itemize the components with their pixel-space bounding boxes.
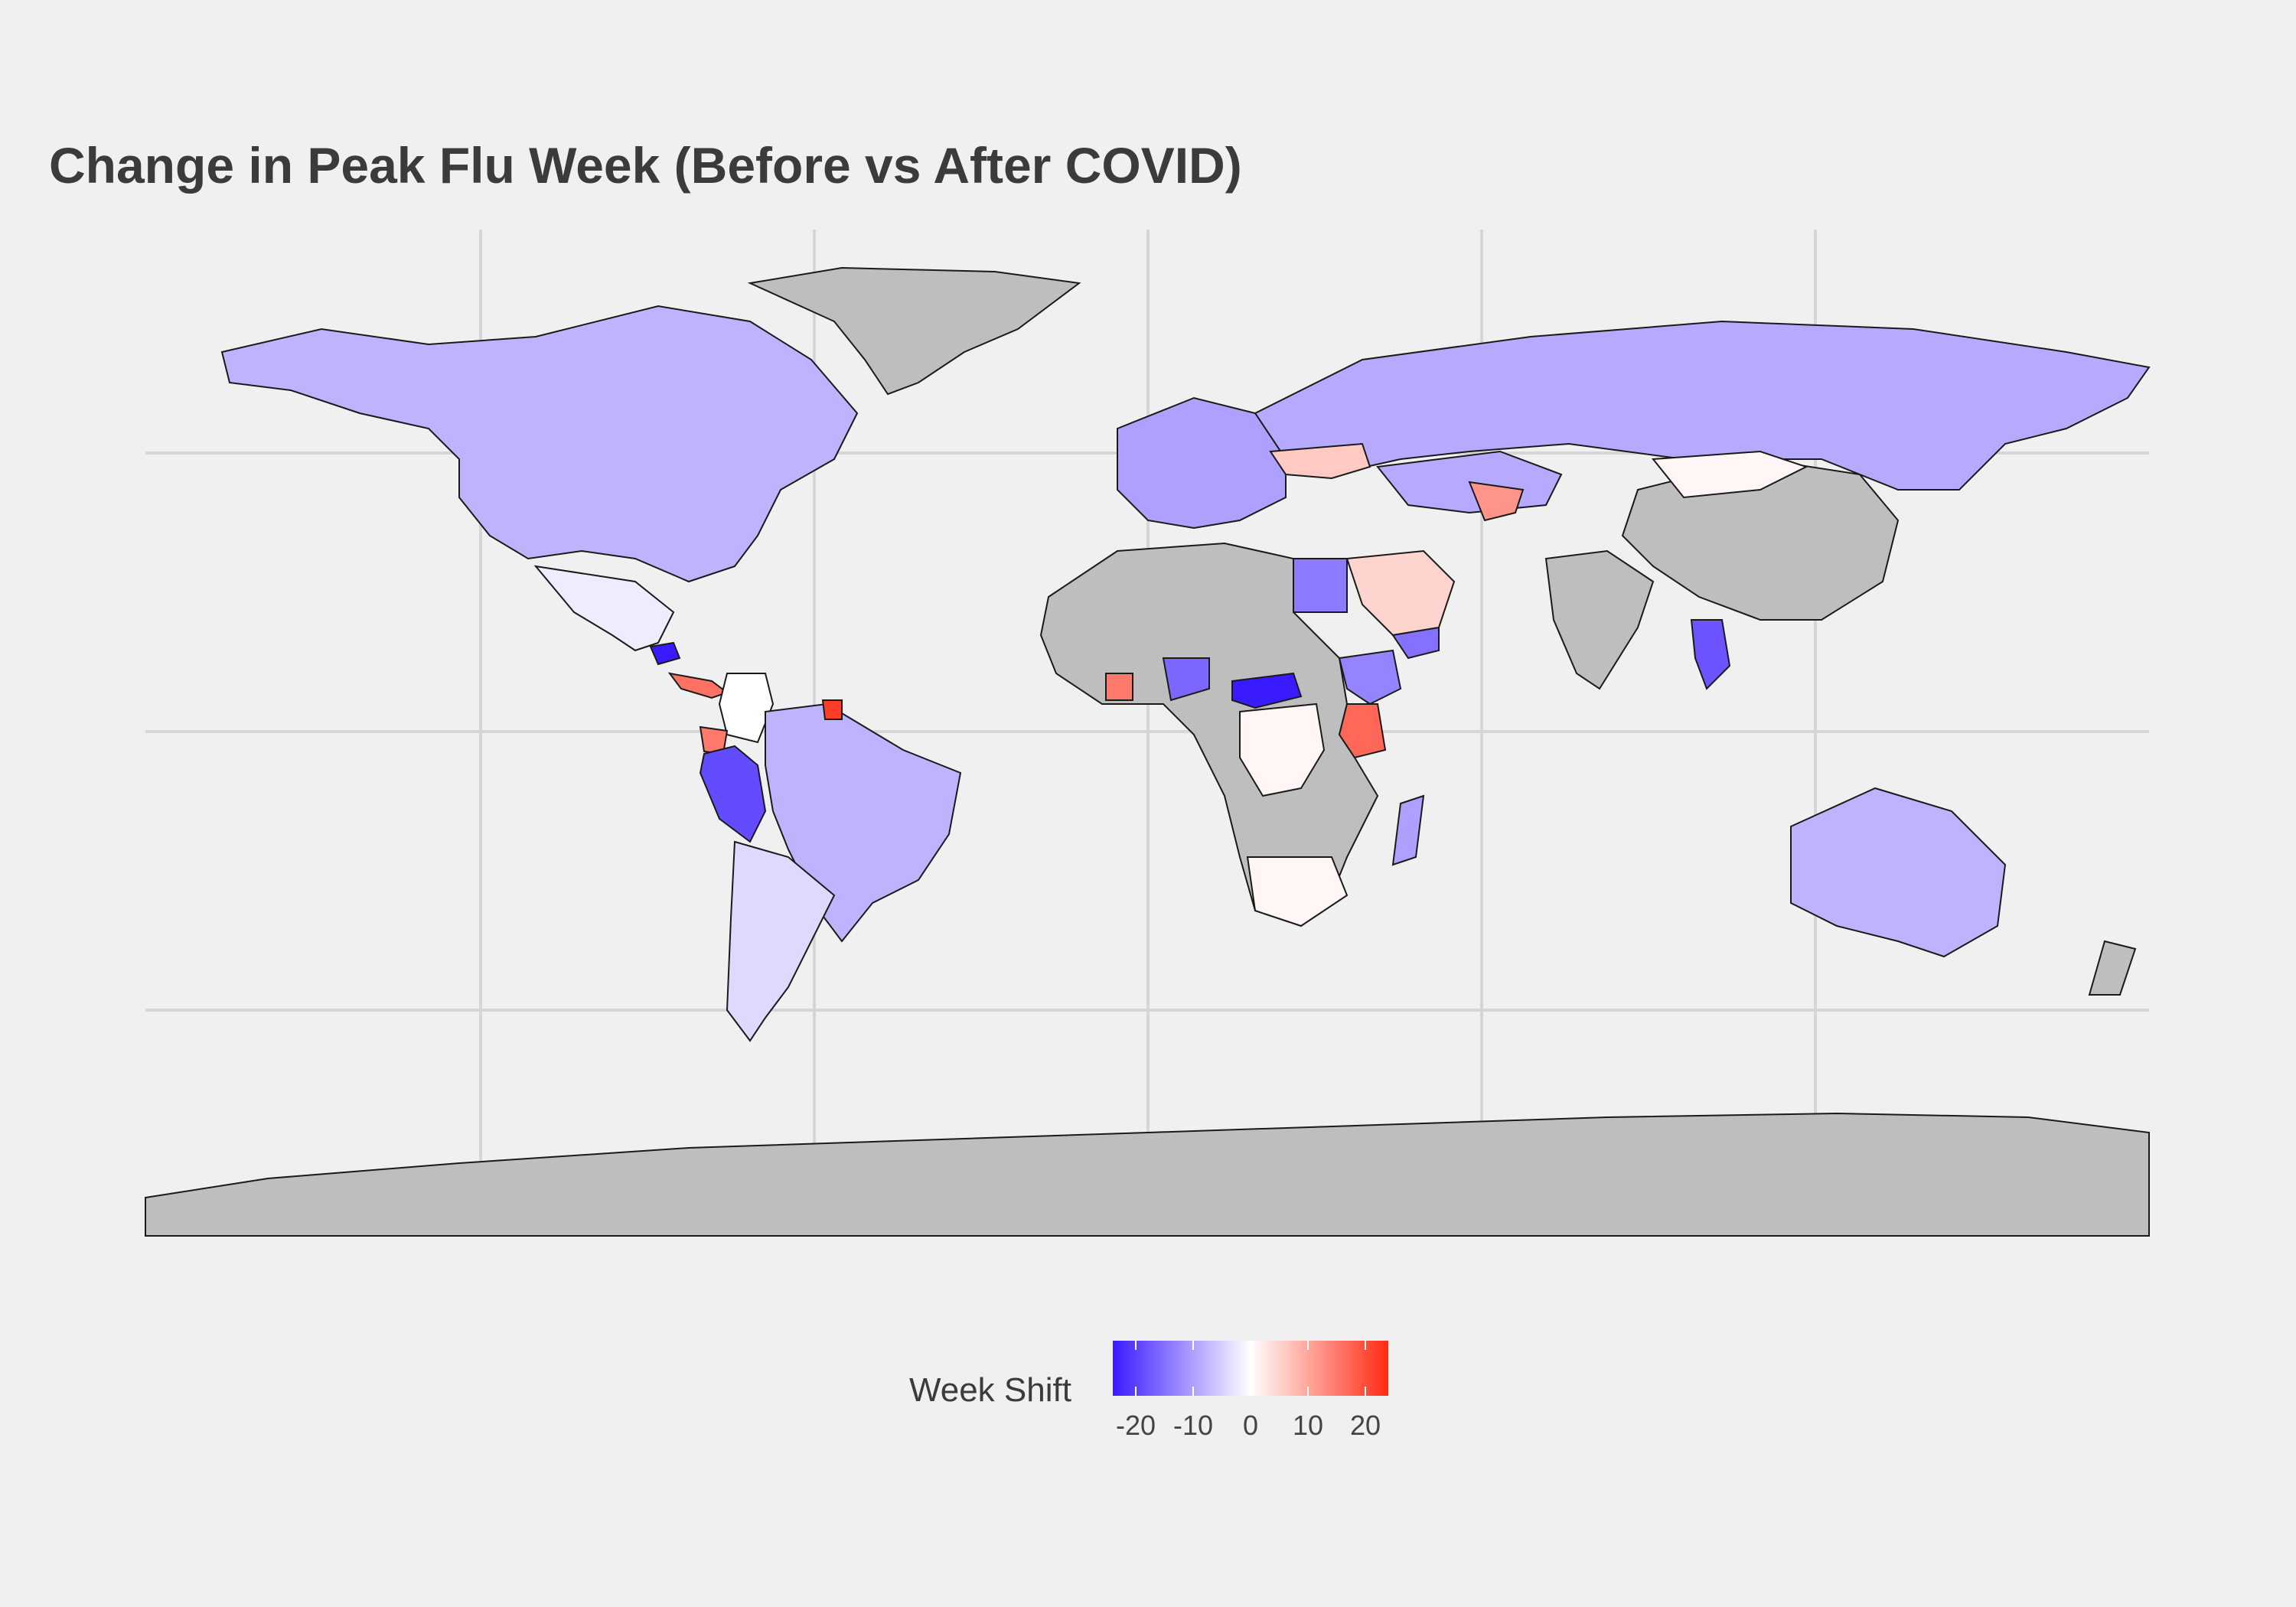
region-russia [1254, 320, 2151, 491]
region-argentina-chile [726, 840, 836, 1042]
region-nigeria [1162, 657, 1210, 702]
region-mongolia [1652, 450, 1808, 499]
region-south-africa [1246, 856, 1349, 927]
region-colombia [718, 673, 775, 744]
legend-ticks [1135, 1341, 1366, 1396]
map-regions [145, 266, 2151, 1237]
chart-title: Change in Peak Flu Week (Before vs After… [49, 137, 1242, 194]
legend-tick-label: 20 [1349, 1410, 1381, 1441]
region-costa-rica-panama [667, 672, 729, 699]
region-suriname [821, 699, 843, 720]
region-thailand [1690, 619, 1731, 690]
region-greenland [747, 266, 1081, 396]
region-india [1544, 549, 1655, 690]
region-central-african-republic [1231, 672, 1303, 709]
region-new-zealand [2088, 940, 2137, 996]
region-europe [1117, 396, 1287, 530]
region-canada-usa [220, 305, 859, 583]
region-australia [1790, 787, 2007, 958]
region-honduras [649, 641, 681, 666]
legend-tick-label: 10 [1292, 1410, 1324, 1441]
region-egypt [1293, 558, 1348, 613]
region-saudi-arabia [1345, 549, 1456, 637]
color-legend: Week Shift -20 -10 0 10 20 [909, 1341, 1399, 1455]
region-ghana [1105, 673, 1133, 701]
legend-tick-label: -20 [1115, 1410, 1156, 1441]
region-madagascar [1391, 794, 1425, 866]
legend-tick-label: -10 [1172, 1410, 1214, 1441]
region-china [1621, 458, 1900, 621]
region-peru [699, 745, 767, 843]
region-dr-congo [1239, 702, 1326, 797]
region-ukraine [1269, 442, 1371, 480]
legend-colorbar [1113, 1341, 1388, 1396]
region-yemen [1391, 626, 1440, 660]
legend-tick-label: 0 [1242, 1410, 1259, 1441]
legend-title: Week Shift [909, 1371, 1071, 1409]
region-uzbekistan [1468, 481, 1525, 522]
region-kenya [1338, 703, 1387, 759]
region-antarctica [145, 1112, 2150, 1237]
region-mexico [533, 565, 675, 652]
region-ethiopia [1338, 649, 1402, 706]
